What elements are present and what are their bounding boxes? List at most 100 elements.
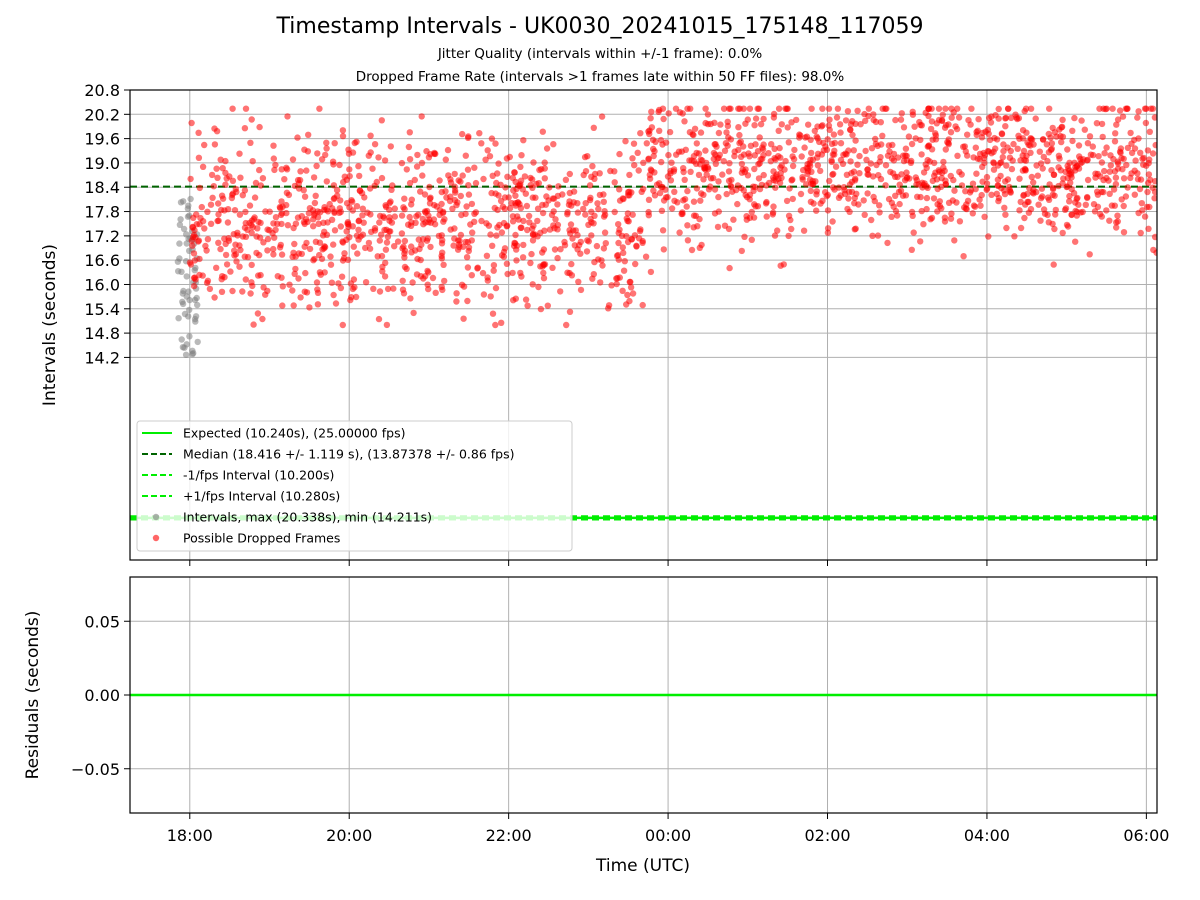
- dropped-frame-point: [622, 138, 629, 145]
- dropped-frame-point: [318, 255, 326, 263]
- bottom-y-tick-label: 0.00: [84, 686, 120, 705]
- dropped-frame-point: [955, 114, 963, 121]
- dropped-frame-point: [236, 263, 243, 270]
- dropped-frame-point: [621, 258, 628, 265]
- dropped-frame-point: [391, 213, 398, 220]
- dropped-frame-point: [684, 222, 691, 229]
- dropped-frame-point: [987, 119, 995, 126]
- dropped-frame-point: [601, 229, 609, 236]
- dropped-frame-point: [471, 164, 478, 171]
- dropped-frame-point: [1001, 190, 1009, 198]
- dropped-frame-point: [190, 231, 198, 239]
- dropped-frame-point: [571, 242, 578, 249]
- dropped-frame-point: [962, 205, 970, 212]
- dropped-frame-point: [818, 123, 825, 130]
- dropped-frame-point: [712, 160, 719, 167]
- dropped-frame-point: [847, 158, 854, 165]
- dropped-frame-point: [316, 239, 324, 246]
- dropped-frame-point: [339, 238, 346, 245]
- dropped-frame-point: [690, 198, 698, 205]
- dropped-frame-point: [300, 187, 307, 194]
- dropped-frame-point: [1100, 188, 1107, 196]
- dropped-frame-point: [671, 188, 678, 195]
- dropped-frame-point: [1111, 168, 1119, 175]
- dropped-frame-point: [199, 218, 207, 225]
- dropped-frame-point: [770, 168, 777, 175]
- dropped-frame-point: [539, 209, 547, 217]
- dropped-frame-point: [440, 208, 447, 216]
- dropped-frame-point: [338, 273, 346, 280]
- dropped-frame-point: [446, 197, 454, 205]
- dropped-frame-point: [465, 247, 472, 255]
- dropped-frame-point: [1024, 190, 1031, 197]
- dropped-frame-point: [958, 182, 966, 189]
- dropped-frame-point: [574, 231, 581, 239]
- dropped-frame-point: [1093, 120, 1101, 127]
- dropped-frame-point: [451, 170, 458, 178]
- dropped-frame-point: [419, 215, 426, 223]
- dropped-frame-point: [1066, 198, 1073, 205]
- dropped-frame-point: [981, 159, 988, 167]
- dropped-frame-point: [524, 302, 531, 309]
- dropped-frame-point: [1027, 149, 1034, 156]
- dropped-frame-point: [774, 227, 781, 234]
- dropped-frame-point: [898, 110, 905, 117]
- dropped-frame-point: [702, 105, 709, 112]
- dropped-frame-point: [211, 294, 218, 301]
- dropped-frame-point: [517, 224, 524, 231]
- dropped-frame-point: [492, 284, 500, 292]
- dropped-frame-point: [452, 189, 459, 196]
- dropped-frame-point: [884, 239, 891, 247]
- dropped-frame-point: [850, 147, 857, 154]
- dropped-frame-point: [756, 134, 763, 141]
- dropped-frame-point: [423, 148, 430, 155]
- dropped-frame-point: [301, 193, 309, 200]
- dropped-frame-point: [192, 276, 199, 283]
- dropped-frame-point: [1014, 145, 1021, 152]
- dropped-frame-point: [626, 297, 633, 305]
- dropped-frame-point: [1080, 156, 1087, 163]
- dropped-frame-point: [626, 278, 633, 286]
- dropped-frame-point: [970, 154, 977, 161]
- dropped-frame-point: [886, 148, 893, 155]
- dropped-frame-point: [912, 174, 919, 181]
- dropped-frame-point: [683, 203, 690, 210]
- dropped-frame-point: [474, 265, 481, 272]
- dropped-frame-point: [242, 276, 249, 283]
- dropped-frame-point: [259, 315, 266, 323]
- dropped-frame-point: [626, 171, 633, 179]
- dropped-frame-point: [364, 209, 371, 216]
- dropped-frame-point: [306, 245, 314, 253]
- dropped-frame-point: [862, 147, 869, 155]
- dropped-frame-point: [1046, 181, 1053, 188]
- dropped-frame-point: [504, 173, 511, 180]
- dropped-frame-point: [771, 145, 778, 152]
- dropped-frame-point: [413, 163, 421, 170]
- dropped-frame-point: [760, 171, 767, 179]
- dropped-frame-point: [828, 140, 836, 147]
- dropped-frame-point: [283, 201, 290, 209]
- dropped-frame-point: [506, 205, 514, 212]
- dropped-frame-point: [813, 207, 820, 214]
- dropped-frame-point: [1103, 207, 1110, 214]
- dropped-frame-point: [210, 183, 217, 190]
- dropped-frame-point: [257, 219, 264, 227]
- dropped-frame-point: [346, 234, 353, 241]
- dropped-frame-point: [1120, 229, 1128, 236]
- dropped-frame-point: [503, 260, 511, 267]
- dropped-frame-point: [319, 232, 327, 239]
- dropped-frame-point: [856, 170, 863, 177]
- dropped-frame-point: [684, 237, 692, 244]
- dropped-frame-point: [591, 212, 598, 219]
- dropped-frame-point: [195, 129, 202, 136]
- dropped-frame-point: [965, 117, 972, 124]
- dropped-frame-point: [375, 154, 382, 161]
- dropped-frame-point: [1059, 229, 1066, 237]
- dropped-frame-point: [755, 175, 763, 182]
- dropped-frame-point: [1037, 217, 1044, 224]
- dropped-frame-point: [1119, 113, 1127, 120]
- dropped-frame-point: [401, 206, 408, 213]
- x-tick-label: 22:00: [486, 826, 532, 845]
- dropped-frame-point: [1082, 201, 1090, 208]
- dropped-frame-point: [877, 175, 885, 183]
